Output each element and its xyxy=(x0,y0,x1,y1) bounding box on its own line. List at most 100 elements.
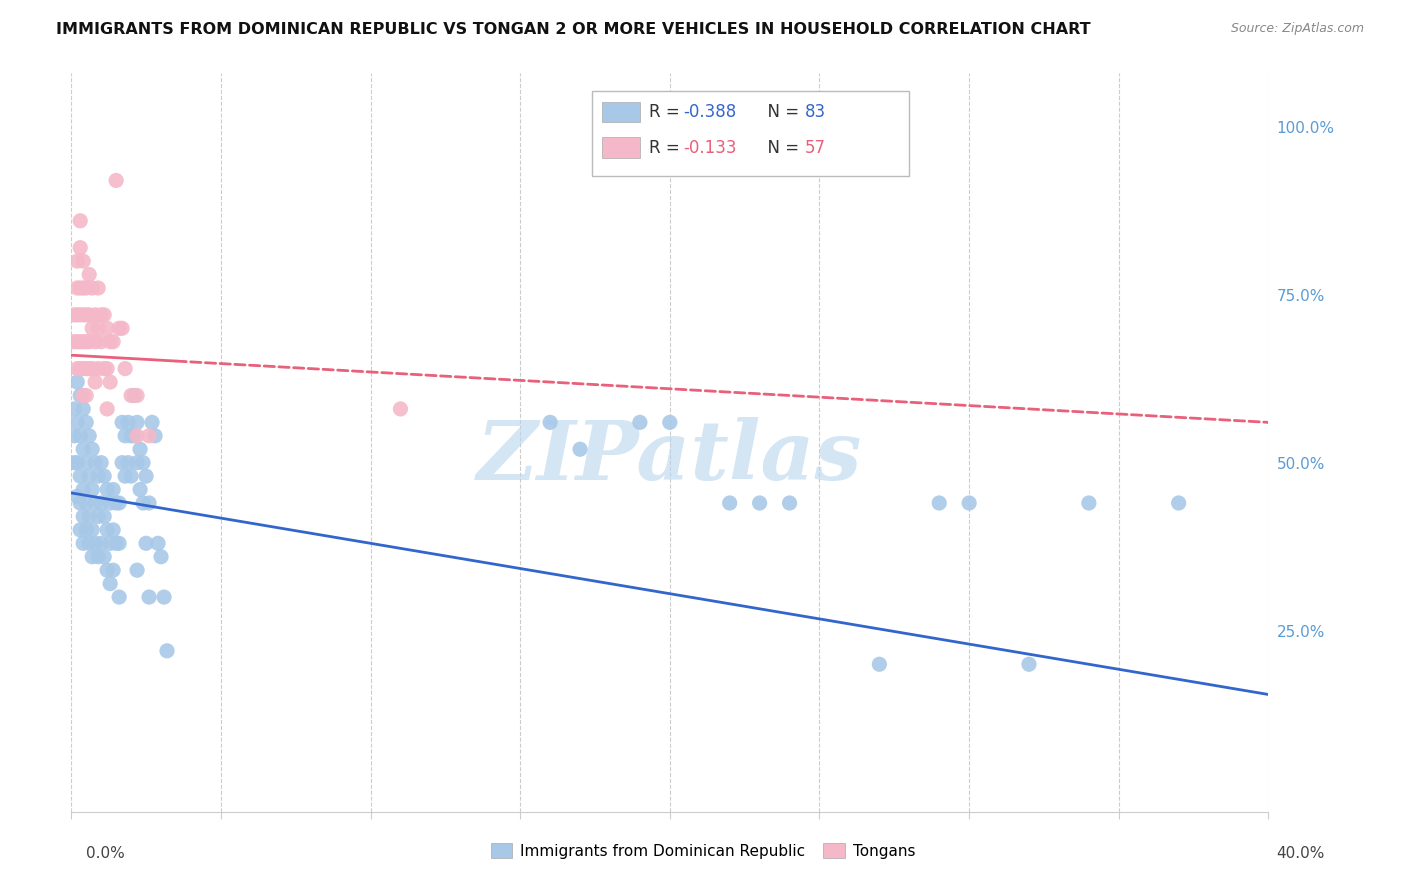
Point xyxy=(69,429,91,443)
Point xyxy=(96,401,118,416)
Point xyxy=(69,388,91,402)
Point xyxy=(98,576,121,591)
FancyBboxPatch shape xyxy=(592,92,910,177)
Point xyxy=(87,469,110,483)
Point xyxy=(101,483,124,497)
Point xyxy=(143,429,166,443)
Point xyxy=(98,334,121,349)
Point xyxy=(72,401,94,416)
Point xyxy=(75,388,97,402)
Point xyxy=(87,549,110,564)
Point xyxy=(90,334,112,349)
Point xyxy=(82,442,104,457)
Point xyxy=(90,308,112,322)
Point xyxy=(69,241,91,255)
Point xyxy=(63,308,86,322)
Point xyxy=(75,361,97,376)
Point xyxy=(138,590,160,604)
Point xyxy=(957,496,980,510)
Point xyxy=(93,549,115,564)
Point xyxy=(108,496,131,510)
Point xyxy=(114,429,136,443)
Point xyxy=(117,416,139,430)
Point xyxy=(127,388,149,402)
Point xyxy=(82,321,104,335)
Point xyxy=(569,442,592,457)
Point xyxy=(93,308,115,322)
Point xyxy=(66,281,89,295)
Point xyxy=(389,401,412,416)
Point xyxy=(108,321,131,335)
Point xyxy=(72,442,94,457)
Point xyxy=(132,456,155,470)
Point xyxy=(122,429,145,443)
Point xyxy=(72,334,94,349)
Point xyxy=(82,281,104,295)
Point xyxy=(77,429,100,443)
Text: R =: R = xyxy=(650,103,686,121)
Point xyxy=(82,483,104,497)
Point xyxy=(101,523,124,537)
Point xyxy=(98,496,121,510)
Point xyxy=(101,334,124,349)
Point xyxy=(66,334,89,349)
Point xyxy=(117,456,139,470)
Point xyxy=(111,416,134,430)
Point xyxy=(96,361,118,376)
Point xyxy=(114,361,136,376)
Point xyxy=(96,483,118,497)
Text: N =: N = xyxy=(758,103,804,121)
Point xyxy=(156,644,179,658)
Point xyxy=(658,416,681,430)
Point xyxy=(66,254,89,268)
Text: IMMIGRANTS FROM DOMINICAN REPUBLIC VS TONGAN 2 OR MORE VEHICLES IN HOUSEHOLD COR: IMMIGRANTS FROM DOMINICAN REPUBLIC VS TO… xyxy=(56,22,1091,37)
Text: -0.133: -0.133 xyxy=(683,138,737,157)
Point xyxy=(66,375,89,389)
Point xyxy=(77,308,100,322)
Point xyxy=(66,361,89,376)
Point xyxy=(93,509,115,524)
Point xyxy=(138,429,160,443)
Point xyxy=(122,388,145,402)
Legend: Immigrants from Dominican Republic, Tongans: Immigrants from Dominican Republic, Tong… xyxy=(485,837,921,864)
Text: 0.0%: 0.0% xyxy=(86,847,125,861)
Point xyxy=(84,308,107,322)
Point xyxy=(1018,657,1040,672)
Point xyxy=(141,416,163,430)
Text: N =: N = xyxy=(758,138,804,157)
Point xyxy=(135,469,157,483)
Point xyxy=(114,469,136,483)
Point xyxy=(75,308,97,322)
Point xyxy=(75,334,97,349)
Point xyxy=(66,416,89,430)
Point xyxy=(72,308,94,322)
Point xyxy=(72,536,94,550)
Point xyxy=(105,536,128,550)
Point xyxy=(87,281,110,295)
Point xyxy=(779,496,801,510)
Point xyxy=(108,536,131,550)
Point xyxy=(84,496,107,510)
Point xyxy=(69,496,91,510)
Point xyxy=(96,321,118,335)
Point xyxy=(127,416,149,430)
Point xyxy=(72,483,94,497)
Point xyxy=(129,442,152,457)
Point xyxy=(135,536,157,550)
Point xyxy=(69,308,91,322)
Point xyxy=(129,483,152,497)
Point xyxy=(77,334,100,349)
FancyBboxPatch shape xyxy=(602,137,640,158)
Point xyxy=(69,469,91,483)
Point xyxy=(748,496,770,510)
FancyBboxPatch shape xyxy=(602,102,640,122)
Point xyxy=(72,254,94,268)
Point xyxy=(98,536,121,550)
Point xyxy=(84,375,107,389)
Point xyxy=(120,388,142,402)
Point xyxy=(111,456,134,470)
Point xyxy=(77,268,100,282)
Point xyxy=(72,509,94,524)
Point xyxy=(75,416,97,430)
Point xyxy=(63,429,86,443)
